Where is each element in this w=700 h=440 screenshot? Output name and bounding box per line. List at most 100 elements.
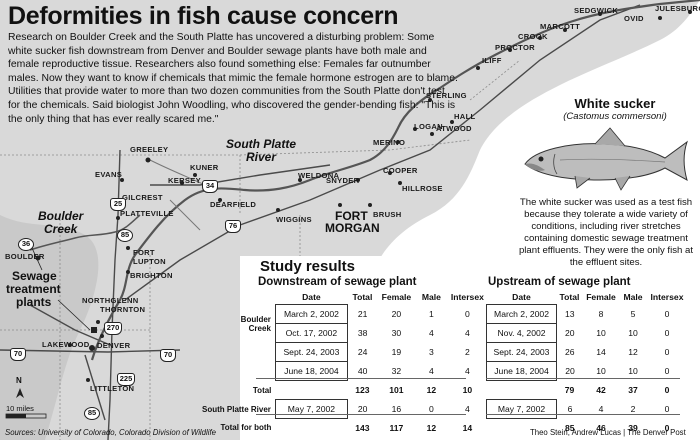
highway-shield-34: 34 (202, 180, 218, 193)
label-south-platte-line1: South Platte (226, 137, 297, 151)
compass-n: N (16, 376, 22, 385)
cell-intersex: 0 (664, 422, 670, 433)
cell-total: 26 (564, 347, 575, 357)
cell-total: 24 (357, 347, 368, 357)
downstream-title: Downstream of sewage plant (258, 276, 417, 288)
cell-female: 10 (596, 328, 606, 338)
highway-shield-225: 225 (117, 373, 135, 386)
cell-female: 8 (598, 309, 604, 319)
town-brush: BRUSH (373, 210, 402, 219)
cell-total: 85 (564, 422, 575, 433)
table-row: South Platte River May 7, 2002 20 16 0 4 (200, 399, 487, 419)
town-atwood: ATWOOD (436, 124, 472, 133)
col-female: Female (381, 292, 412, 303)
cell-date: May 7, 2002 (274, 399, 348, 419)
table-row: May 7, 2002 6 4 2 0 (486, 399, 688, 419)
cell-male: 4 (429, 366, 434, 376)
cell-female: 19 (391, 347, 402, 357)
cell-female: 4 (598, 404, 604, 414)
town-evans: EVANS (95, 170, 123, 179)
town-julesburg: JULESBURG (655, 4, 700, 13)
town-marcott: MARCOTT (540, 22, 581, 31)
sewage-plant-denver (91, 327, 97, 333)
total-row: 79 42 37 0 (487, 381, 688, 400)
table-row: Nov. 4, 2002 20 10 10 0 (486, 323, 688, 343)
town-gilcrest: GILCREST (122, 193, 163, 202)
cell-male: 12 (426, 422, 437, 433)
col-male: Male (623, 292, 643, 303)
cell-intersex: 2 (465, 347, 470, 357)
cell-total: 123 (355, 385, 370, 395)
divider-line (486, 378, 680, 379)
highways (0, 4, 641, 440)
table-row: Boulder Creek March 2, 2002 21 20 1 0 (200, 304, 487, 333)
cell-date: March 2, 2002 (274, 304, 348, 324)
town-crook: CROOK (518, 32, 548, 41)
town-sterling: STERLING (426, 91, 467, 100)
label-sewage-line3: plants (16, 295, 52, 309)
cell-male: 2 (630, 404, 636, 414)
town-dots (35, 10, 692, 382)
row-label-total: Total (252, 385, 272, 395)
cell-female: 32 (391, 366, 402, 376)
cell-intersex: 0 (664, 366, 670, 376)
fish-description: The white sucker was used as a test fish… (518, 197, 694, 268)
sources-text: Sources: University of Colorado, Colorad… (5, 428, 216, 437)
cell-male: 5 (630, 309, 636, 319)
town-platteville: PLATTEVILLE (120, 209, 174, 218)
table-row: Sept. 24, 2003 24 19 3 2 (200, 342, 487, 362)
cell-male: 3 (429, 347, 434, 357)
row-label-boulder: Boulder (240, 314, 271, 324)
cell-intersex: 4 (465, 366, 470, 376)
town-weldona: WELDONA (298, 171, 340, 180)
boulder-creek (29, 214, 141, 251)
cell-male: 12 (628, 347, 638, 357)
town-ovid: OVID (624, 14, 644, 23)
cell-intersex: 0 (664, 347, 670, 357)
total-both-row: 85 46 39 0 (487, 419, 688, 438)
town-dearfield: DEARFIELD (210, 200, 257, 209)
cell-male: 0 (429, 404, 434, 414)
col-total: Total (352, 292, 373, 303)
white-sucker-illustration (524, 127, 688, 191)
cell-intersex: 10 (462, 385, 473, 395)
highway-shield-25: 25 (110, 198, 126, 211)
cell-date: March 2, 2002 (486, 304, 557, 324)
cell-total: 143 (355, 422, 370, 433)
town-hall: HALL (454, 112, 476, 121)
table-row: Sept. 24, 2003 26 14 12 0 (486, 342, 688, 362)
divider-line (486, 414, 680, 415)
credit-text: Theo Stein, Andrew Lucas | The Denver Po… (530, 428, 686, 437)
scale-label: 10 miles (6, 404, 34, 413)
cell-total: 40 (357, 366, 368, 376)
cell-date: Nov. 4, 2002 (486, 323, 557, 343)
foothills-band (0, 215, 99, 440)
label-sewage-line1: Sewage (12, 269, 57, 283)
cell-intersex: 0 (664, 404, 670, 414)
cell-male: 37 (628, 385, 638, 395)
intro-text: Research on Boulder Creek and the South … (8, 32, 458, 125)
label-boulder-creek-line2: Creek (44, 222, 78, 236)
town-cooper: COOPER (383, 166, 418, 175)
cell-date: May 7, 2002 (486, 399, 557, 419)
town-hillrose: HILLROSE (402, 184, 443, 193)
town-fort-morgan-line2: MORGAN (325, 221, 380, 235)
divider-line (256, 414, 466, 415)
cell-intersex: 0 (664, 385, 670, 395)
creek-lines (149, 159, 206, 231)
highway-shield-70b: 70 (160, 349, 176, 362)
town-thornton: THORNTON (100, 305, 146, 314)
cell-intersex: 4 (465, 404, 470, 414)
row-label-creek: Creek (248, 323, 271, 333)
cell-female: 10 (596, 366, 606, 376)
cell-male: 39 (628, 422, 638, 433)
compass-arrow (16, 388, 24, 398)
label-south-platte-line2: River (246, 150, 277, 164)
town-proctor: PROCTOR (495, 43, 535, 52)
divider-line (256, 378, 466, 379)
table-row: June 18, 2004 20 10 10 0 (486, 361, 688, 381)
cell-female: 42 (596, 385, 606, 395)
table-header-row: Date Total Female Male Intersex (200, 290, 487, 305)
cell-male: 12 (426, 385, 437, 395)
